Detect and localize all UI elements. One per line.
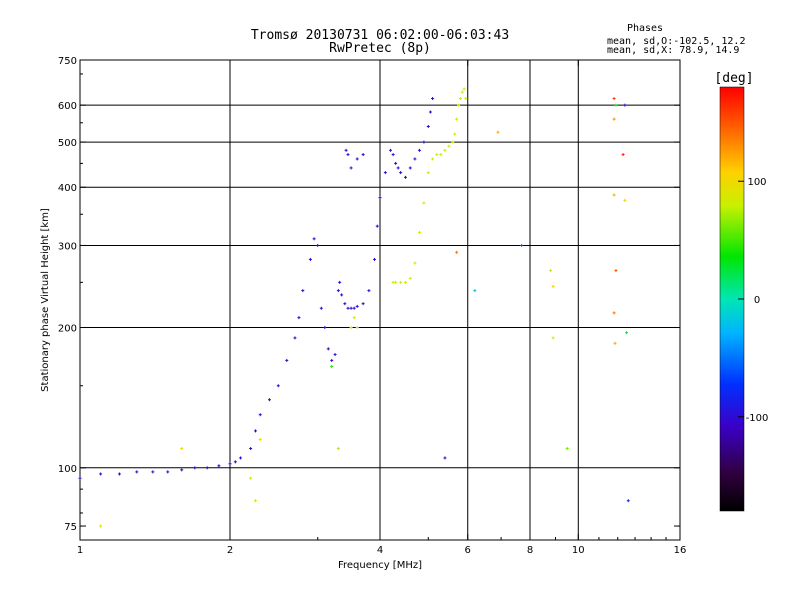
y-axis-ticks: 75 100 200 300 400 500 600 750 <box>58 56 680 533</box>
colorbar-tick-label: -100 <box>746 413 769 424</box>
y-tick-label: 200 <box>58 324 77 335</box>
x-axis-ticks: 1 2 4 6 8 10 16 <box>77 60 687 556</box>
stats-line-x: mean, sd,X: 78.9, 14.9 <box>607 45 739 56</box>
x-axis-label: Frequency [MHz] <box>338 560 422 571</box>
colorbar-tick-label: 0 <box>754 295 760 306</box>
x-tick-label: 6 <box>465 545 471 556</box>
grid <box>80 60 680 540</box>
y-tick-label: 300 <box>58 241 77 252</box>
x-tick-label: 10 <box>572 545 585 556</box>
x-tick-label: 1 <box>77 545 83 556</box>
y-tick-label: 100 <box>58 464 77 475</box>
chart-title: Tromsø 20130731 06:02:00-06:03:43 <box>251 28 509 43</box>
y-tick-label: 75 <box>64 522 77 533</box>
y-tick-label: 600 <box>58 101 77 112</box>
colorbar-label: [deg] <box>714 71 753 86</box>
x-tick-label: 16 <box>674 545 687 556</box>
y-tick-label: 400 <box>58 183 77 194</box>
x-tick-label: 4 <box>377 545 383 556</box>
chart-subtitle: RwPretec (8p) <box>329 41 431 56</box>
y-axis-label: Stationary phase Virtual Height [km] <box>40 208 51 392</box>
data-points <box>78 87 630 528</box>
y-tick-label: 500 <box>58 138 77 149</box>
x-tick-label: 2 <box>227 545 233 556</box>
series-x-mode-trace <box>349 87 468 330</box>
series-o-mode-trace <box>78 97 435 480</box>
series-scattered-echoes <box>99 97 630 528</box>
colorbar-tick-label: 100 <box>747 177 766 188</box>
x-tick-label: 8 <box>527 545 533 556</box>
stats-line-o: mean, sd,O:-102.5, 12.2 <box>607 36 745 47</box>
y-tick-label: 750 <box>58 56 77 67</box>
colorbar-ticks: 100 0 -100 <box>738 177 768 424</box>
stats-header: Phases <box>627 23 663 34</box>
